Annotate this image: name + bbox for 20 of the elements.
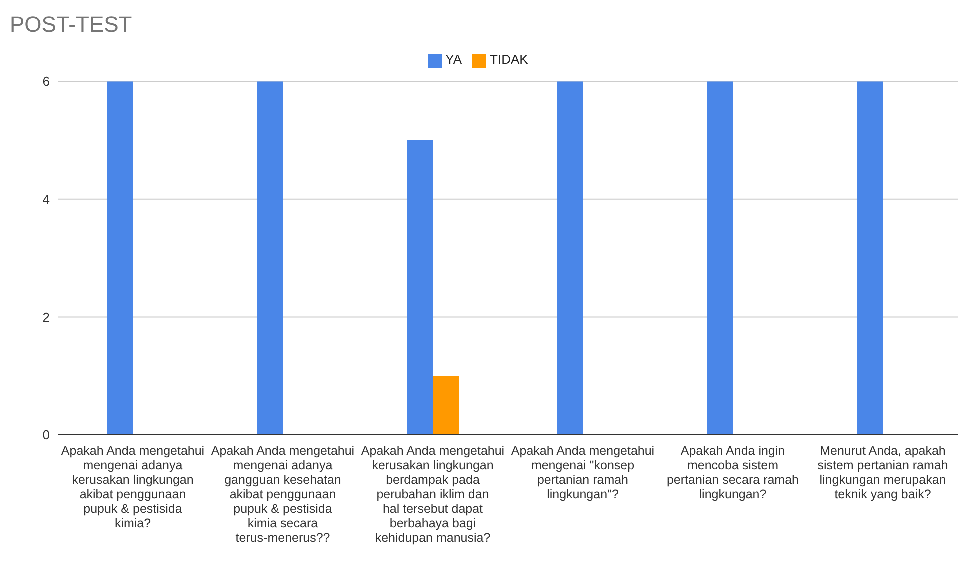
bar	[708, 82, 734, 435]
x-tick-label: Apakah Anda mengetahui kerusakan lingkungan berdampak pada perubahan iklim dan hal tersebut dapat berbahaya bagi kehidupan manusia?	[361, 444, 505, 545]
chart-title: POST-TEST	[10, 12, 132, 38]
x-tick-label: Apakah Anda mengetahui mengenai "konsep pertanian ramah lingkungan"?	[511, 444, 655, 502]
bar	[858, 82, 884, 435]
x-tick-label: Apakah Anda mengetahui mengenai adanya kerusakan lingkungan akibat penggunaan pupuk & pestisida kimia?	[61, 444, 205, 530]
y-tick-label: 0	[42, 428, 50, 443]
bar	[558, 82, 584, 435]
x-tick-label: Menurut Anda, apakah sistem pertanian ramah lingkungan merupakan teknik yang baik?	[818, 444, 948, 502]
bar	[258, 82, 284, 435]
y-tick-label: 4	[42, 192, 50, 207]
legend-label: YA	[446, 52, 462, 67]
y-tick-label: 6	[42, 74, 50, 90]
y-tick-label: 2	[42, 310, 50, 325]
bar	[434, 376, 460, 435]
bar	[408, 140, 434, 435]
legend-label: TIDAK	[490, 52, 528, 67]
x-tick-label: Apakah Anda ingin mencoba sistem pertanian secara ramah lingkungan?	[666, 444, 800, 502]
x-tick-label: Apakah Anda mengetahui mengenai adanya gangguan kesehatan akibat penggunaan pupuk & pestisida kimia secara terus-menerus??	[211, 444, 355, 545]
bar	[108, 82, 134, 435]
